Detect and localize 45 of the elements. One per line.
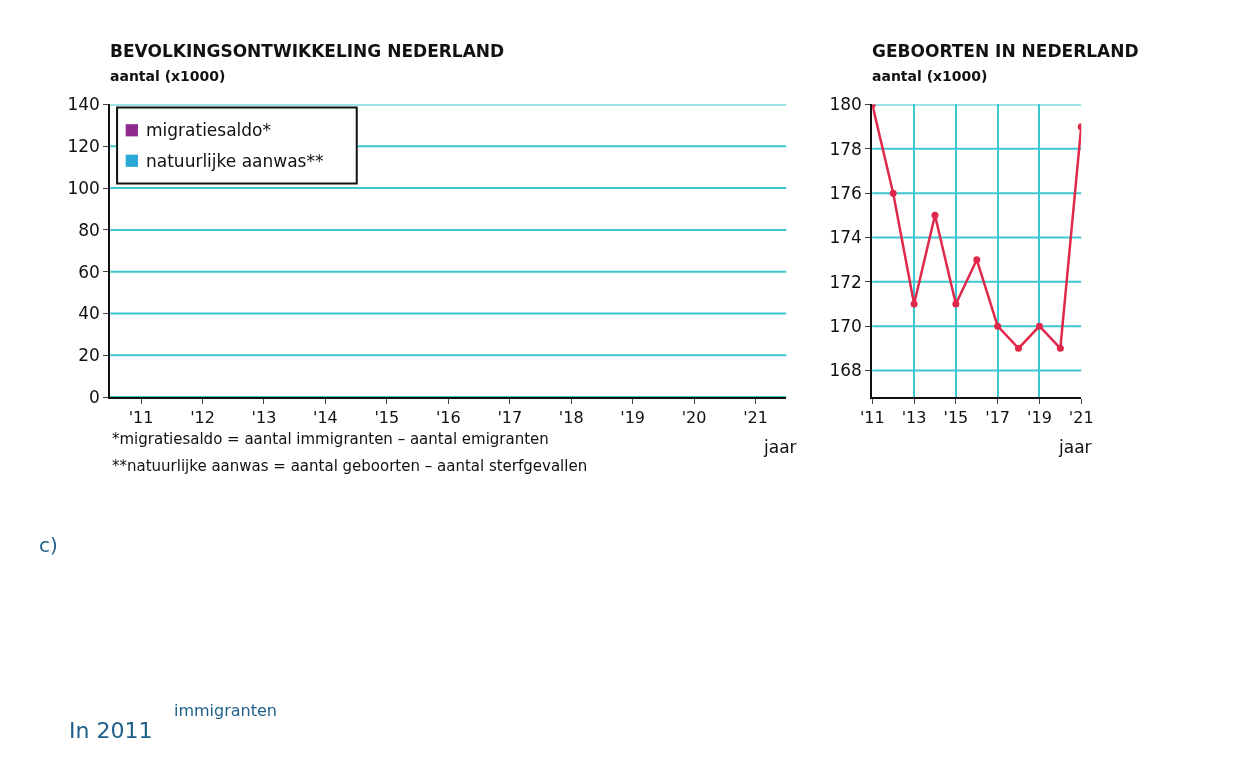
x-tick-label: '11 xyxy=(859,408,885,428)
text: **natuurlijke aanwas = aantal geboorten – aantal sterfgevallen xyxy=(112,457,588,475)
y-tick-label: 178 xyxy=(829,138,862,159)
y-tick-label: 100 xyxy=(67,178,100,199)
y-tick-label: 60 xyxy=(78,261,100,282)
x-tick-label: '12 xyxy=(190,408,215,428)
text: *migratiesaldo = aantal immigranten – aantal emigranten xyxy=(112,430,549,448)
x-axis-title: jaar xyxy=(763,437,797,457)
text: immigranten xyxy=(174,701,277,720)
y-axis-title: aantal (x1000) xyxy=(872,68,988,84)
x-tick-label: '21 xyxy=(1068,408,1094,428)
x-tick-label: '19 xyxy=(1027,408,1052,428)
x-tick-label: '18 xyxy=(558,408,584,428)
x-tick-label: '20 xyxy=(681,408,707,428)
x-tick-label: '11 xyxy=(128,408,154,428)
y-tick-label: 174 xyxy=(829,227,862,248)
x-tick-label: '15 xyxy=(943,408,969,428)
x-axis-title: jaar xyxy=(1058,437,1092,457)
chart-title: BEVOLKINGSONTWIKKELING NEDERLAND xyxy=(110,41,505,61)
y-tick-label: 176 xyxy=(829,183,862,204)
y-tick-label: 180 xyxy=(829,94,862,115)
y-tick-label: 40 xyxy=(78,303,100,324)
y-tick-label: 170 xyxy=(829,316,862,337)
y-tick-label: 172 xyxy=(829,271,862,292)
y-tick-label: 168 xyxy=(829,360,862,381)
text: c) xyxy=(39,533,58,557)
x-tick-label: '13 xyxy=(901,408,927,428)
y-tick-label: 120 xyxy=(67,136,100,157)
chart-title: GEBOORTEN IN NEDERLAND xyxy=(872,41,1139,61)
y-tick-label: 80 xyxy=(78,219,100,240)
legend-label: natuurlijke aanwas** xyxy=(146,151,324,171)
y-axis-title: aantal (x1000) xyxy=(110,68,226,84)
y-tick-label: 140 xyxy=(67,94,100,115)
x-tick-label: '16 xyxy=(435,408,461,428)
x-tick-label: '21 xyxy=(743,408,768,428)
x-tick-label: '17 xyxy=(497,408,523,428)
x-tick-label: '14 xyxy=(313,408,338,428)
x-tick-label: '15 xyxy=(374,408,400,428)
legend-label: migratiesaldo* xyxy=(146,120,272,140)
x-tick-label: '17 xyxy=(985,408,1011,428)
y-tick-label: 0 xyxy=(89,387,100,408)
y-tick-label: 20 xyxy=(78,345,100,366)
text: In 2011 xyxy=(69,718,153,743)
x-tick-label: '19 xyxy=(620,408,646,428)
x-tick-label: '13 xyxy=(251,408,277,428)
